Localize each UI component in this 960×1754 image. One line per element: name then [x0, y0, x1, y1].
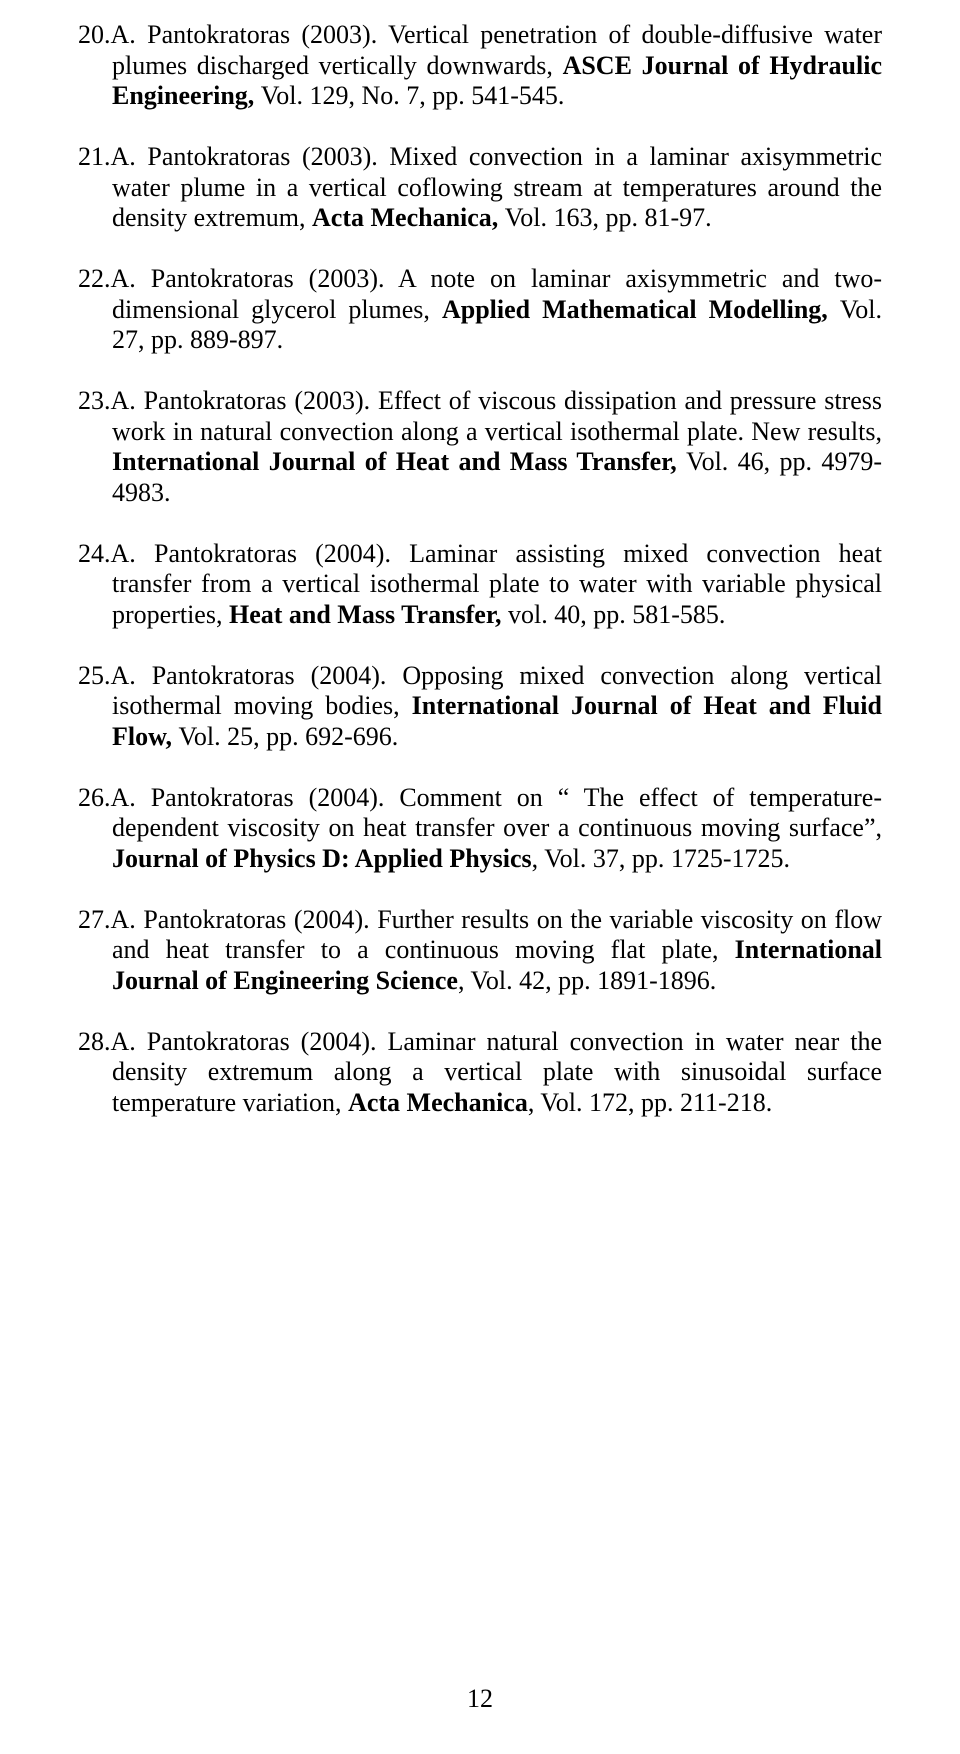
reference-number: 23.: [78, 386, 111, 415]
reference-author: A. Pantokratoras (2003).: [111, 142, 390, 171]
reference-author: A. Pantokratoras (2004).: [111, 661, 403, 690]
reference-item: 24.A. Pantokratoras (2004). Laminar assi…: [78, 539, 882, 631]
reference-item: 22.A. Pantokratoras (2003). A note on la…: [78, 264, 882, 356]
reference-text-after-bold: Vol. 163, pp. 81-97.: [505, 203, 712, 232]
reference-journal: Acta Mechanica: [348, 1088, 528, 1117]
reference-journal: Journal of Physics D: Applied Physics: [112, 844, 532, 873]
reference-item: 26.A. Pantokratoras (2004). Comment on “…: [78, 783, 882, 875]
reference-text-after-bold: , Vol. 37, pp. 1725-1725.: [532, 844, 790, 873]
reference-journal: Applied Mathematical Modelling,: [442, 295, 840, 324]
reference-journal: Acta Mechanica,: [312, 203, 505, 232]
reference-author: A. Pantokratoras (2004).: [111, 539, 410, 568]
reference-number: 27.: [78, 905, 111, 934]
page-number: 12: [0, 1684, 960, 1714]
reference-author: A. Pantokratoras (2003).: [111, 20, 389, 49]
reference-item: 21.A. Pantokratoras (2003). Mixed convec…: [78, 142, 882, 234]
reference-text-after-bold: , Vol. 172, pp. 211-218.: [528, 1088, 772, 1117]
document-page: 20.A. Pantokratoras (2003). Vertical pen…: [0, 0, 960, 1754]
reference-author: A. Pantokratoras (2003).: [111, 386, 378, 415]
reference-number: 20.: [78, 20, 111, 49]
reference-item: 25.A. Pantokratoras (2004). Opposing mix…: [78, 661, 882, 753]
reference-text-after-bold: Vol. 25, pp. 692-696.: [178, 722, 398, 751]
reference-item: 27.A. Pantokratoras (2004). Further resu…: [78, 905, 882, 997]
reference-number: 26.: [78, 783, 111, 812]
reference-number: 25.: [78, 661, 111, 690]
reference-number: 21.: [78, 142, 111, 171]
reference-item: 20.A. Pantokratoras (2003). Vertical pen…: [78, 20, 882, 112]
reference-author: A. Pantokratoras (2004).: [111, 783, 400, 812]
reference-journal: International Journal of Heat and Mass T…: [112, 447, 686, 476]
reference-list: 20.A. Pantokratoras (2003). Vertical pen…: [78, 20, 882, 1119]
reference-item: 28.A. Pantokratoras (2004). Laminar natu…: [78, 1027, 882, 1119]
reference-text-after-bold: , Vol. 42, pp. 1891-1896.: [458, 966, 716, 995]
reference-author: A. Pantokratoras (2004).: [111, 905, 378, 934]
reference-author: A. Pantokratoras (2003).: [111, 264, 399, 293]
reference-number: 24.: [78, 539, 111, 568]
reference-text-after-bold: vol. 40, pp. 581-585.: [508, 600, 725, 629]
reference-number: 22.: [78, 264, 111, 293]
reference-author: A. Pantokratoras (2004).: [111, 1027, 388, 1056]
reference-number: 28.: [78, 1027, 111, 1056]
reference-item: 23.A. Pantokratoras (2003). Effect of vi…: [78, 386, 882, 509]
reference-text-after-bold: Vol. 129, No. 7, pp. 541-545.: [261, 81, 565, 110]
reference-journal: Heat and Mass Transfer,: [229, 600, 508, 629]
